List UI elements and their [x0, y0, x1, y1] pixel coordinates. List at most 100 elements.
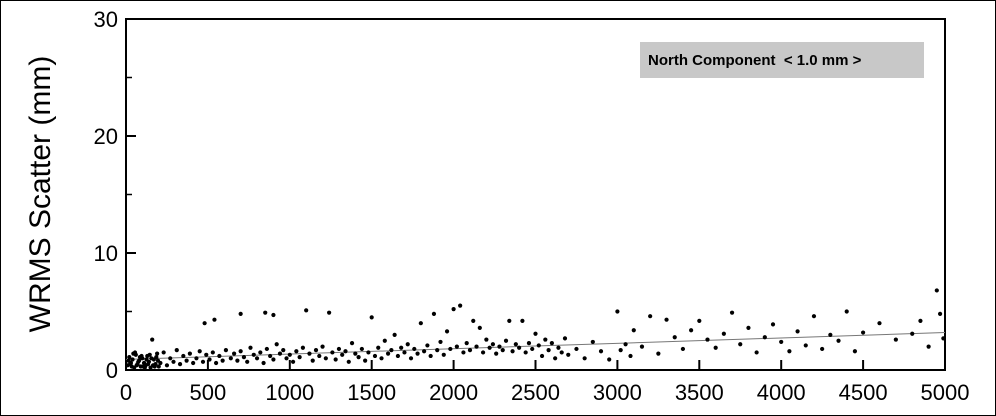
data-point [379, 356, 384, 361]
data-point [271, 312, 276, 318]
data-point [161, 350, 166, 355]
data-point [820, 346, 825, 352]
data-point [530, 346, 535, 352]
x-tick-label: 4000 [757, 380, 806, 405]
trend-line [125, 332, 946, 360]
y-tick-label: 30 [94, 7, 118, 32]
data-point [343, 349, 348, 354]
data-point [543, 337, 548, 342]
data-point [372, 353, 378, 359]
data-point [232, 351, 237, 356]
data-point [181, 353, 186, 359]
data-point [168, 356, 173, 361]
data-point [197, 349, 202, 354]
data-point [300, 345, 306, 350]
data-point [422, 349, 427, 354]
data-point [787, 349, 792, 354]
data-point [713, 345, 718, 350]
data-point [235, 358, 240, 363]
data-point [366, 350, 371, 355]
data-point [154, 355, 159, 360]
data-point [582, 356, 587, 361]
legend-text: North Component < 1.0 mm > [648, 52, 862, 69]
data-point [408, 356, 414, 361]
data-point [779, 339, 784, 345]
data-point [539, 353, 545, 359]
data-point [762, 335, 767, 340]
data-point [477, 325, 482, 330]
data-point [363, 358, 368, 363]
x-tick-label: 1000 [265, 380, 314, 405]
data-point [385, 351, 391, 356]
data-point [500, 348, 505, 353]
data-point [513, 342, 518, 347]
data-point [877, 321, 882, 326]
y-axis-ticks: 0 10 20 30 [94, 7, 136, 383]
data-point [297, 355, 302, 360]
data-point [893, 337, 898, 342]
data-point [656, 351, 661, 356]
data-point [220, 358, 225, 363]
data-point [141, 364, 146, 369]
data-point [147, 352, 152, 357]
data-point [507, 318, 512, 323]
data-point [200, 359, 206, 364]
data-point [346, 359, 351, 364]
data-point [546, 348, 551, 353]
data-point [127, 355, 132, 360]
data-point [207, 357, 212, 362]
data-point [503, 338, 509, 343]
data-point [828, 332, 833, 337]
data-point [217, 353, 222, 359]
data-point [464, 340, 469, 346]
data-point [320, 344, 325, 349]
data-point [263, 310, 268, 315]
data-point [310, 358, 315, 363]
data-point [126, 358, 131, 363]
data-point [536, 343, 541, 348]
data-point [770, 322, 776, 327]
data-point [461, 350, 466, 355]
y-tick-label: 0 [106, 358, 118, 383]
data-point [918, 318, 923, 323]
data-point [861, 330, 866, 335]
data-point [721, 331, 726, 336]
data-point [245, 359, 250, 364]
data-point [490, 342, 496, 347]
x-tick-label: 2000 [429, 380, 478, 405]
x-tick-label: 3000 [593, 380, 642, 405]
data-point [523, 350, 528, 355]
data-point [323, 356, 328, 361]
x-axis-ticks: 0 500 1000 1500 2000 2500 3000 3500 4000 4500 5000 [120, 360, 969, 405]
data-point [628, 353, 633, 359]
data-point [130, 357, 135, 362]
data-point [664, 317, 669, 322]
x-tick-label: 3500 [675, 380, 724, 405]
data-point [136, 359, 141, 364]
data-point [290, 359, 296, 364]
data-point [934, 288, 939, 293]
data-point [697, 318, 702, 323]
data-point [156, 364, 161, 369]
data-point [340, 352, 345, 357]
data-point [164, 363, 170, 368]
data-point [251, 352, 256, 357]
data-point [672, 335, 677, 340]
data-point [598, 349, 604, 354]
data-point [264, 346, 269, 352]
data-point [248, 345, 253, 350]
data-point [238, 311, 243, 316]
data-point [149, 356, 154, 361]
data-point [705, 337, 710, 342]
data-point [284, 356, 289, 361]
data-point [241, 355, 247, 360]
data-point [213, 360, 219, 366]
data-point [353, 351, 358, 356]
data-point [313, 348, 319, 353]
data-point [454, 344, 459, 349]
data-point [155, 351, 160, 356]
data-point [494, 351, 499, 356]
data-point [405, 342, 410, 347]
data-point [415, 351, 420, 356]
